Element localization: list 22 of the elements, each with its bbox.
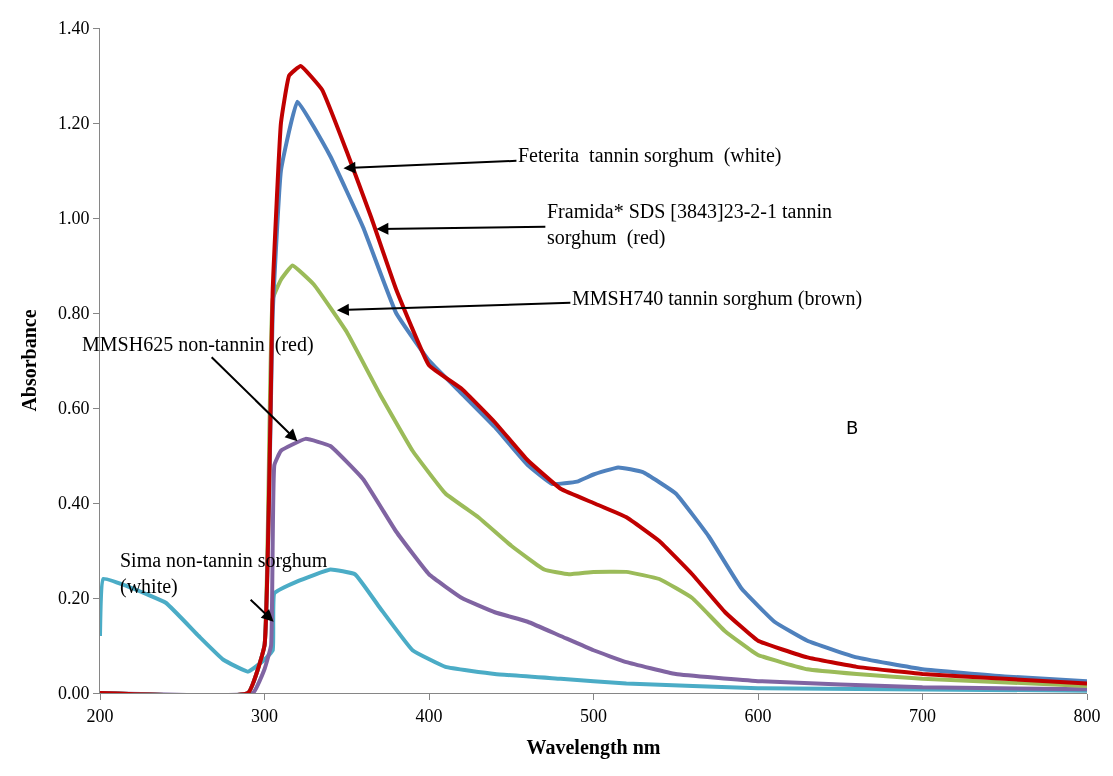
y-tick-label: 0.00 (57, 683, 90, 704)
x-tick-label: 800 (1073, 705, 1101, 726)
y-tick-label: 1.00 (57, 208, 90, 229)
x-tick-label: 300 (251, 705, 278, 726)
x-axis-title: Wavelength nm (526, 736, 661, 760)
y-tick-label: 1.20 (57, 113, 90, 134)
x-tick-label: 600 (744, 705, 772, 726)
x-tick-label: 200 (86, 705, 114, 726)
annotation: Feterita tannin sorghum (white) (518, 144, 782, 167)
y-tick-label: 0.60 (57, 398, 90, 419)
x-tick-label: 700 (909, 705, 936, 726)
y-tick-label: 1.40 (57, 18, 90, 39)
y-tick-label: 0.20 (57, 588, 90, 609)
y-axis-title: Absorbance (18, 309, 41, 412)
y-tick-label: 0.40 (57, 493, 90, 514)
x-tick-label: 500 (580, 705, 607, 726)
y-tick-label: 0.80 (57, 303, 90, 324)
annotation: Framida* SDS [3843]23-2-1 tannin sorghum (red) (547, 200, 832, 249)
x-tick-label: 400 (415, 705, 443, 726)
annotation: B (846, 417, 859, 438)
annotation: MMSH740 tannin sorghum (brown) (572, 287, 863, 310)
annotation: MMSH625 non-tannin (red) (82, 333, 314, 356)
